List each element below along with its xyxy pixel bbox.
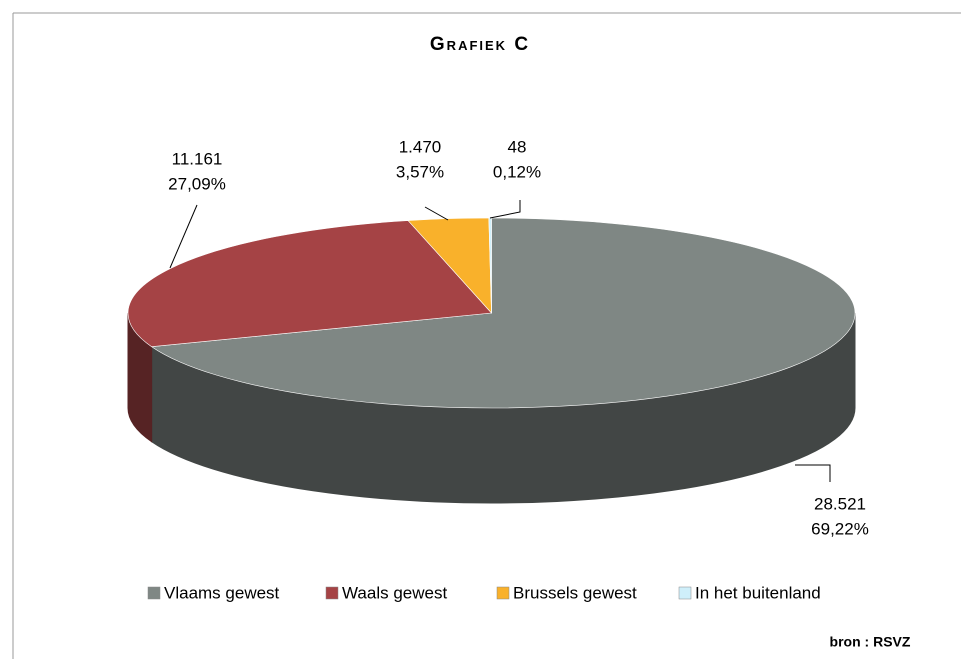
source: bron : RSVZ <box>830 634 911 650</box>
pie-slice <box>150 217 856 409</box>
value-label: 28.521 <box>814 494 866 513</box>
pie-tops <box>127 217 856 409</box>
legend-swatch <box>496 586 510 600</box>
legend-label: In het buitenland <box>695 583 821 602</box>
value-label: 1.470 <box>399 137 442 156</box>
percentage-label: 3,57% <box>396 162 444 181</box>
leader-line <box>424 206 449 221</box>
value-label: 48 <box>508 137 527 156</box>
legend-label: Brussels gewest <box>513 583 637 602</box>
legend-label: Vlaams gewest <box>164 583 280 602</box>
legend-swatch <box>325 586 339 600</box>
percentage-label: 69,22% <box>811 519 869 538</box>
legend-swatch <box>147 586 161 600</box>
value-label: 11.161 <box>172 149 223 168</box>
pie-slice <box>127 220 493 348</box>
legend-label: Waals gewest <box>342 583 447 602</box>
chart-title: Grafiek C <box>430 34 530 55</box>
legend-swatch <box>678 586 692 600</box>
leader-line <box>489 200 521 219</box>
percentage-label: 0,12% <box>493 162 541 181</box>
leader-line <box>795 464 831 482</box>
percentage-label: 27,09% <box>168 174 226 193</box>
leader-line <box>169 204 198 269</box>
